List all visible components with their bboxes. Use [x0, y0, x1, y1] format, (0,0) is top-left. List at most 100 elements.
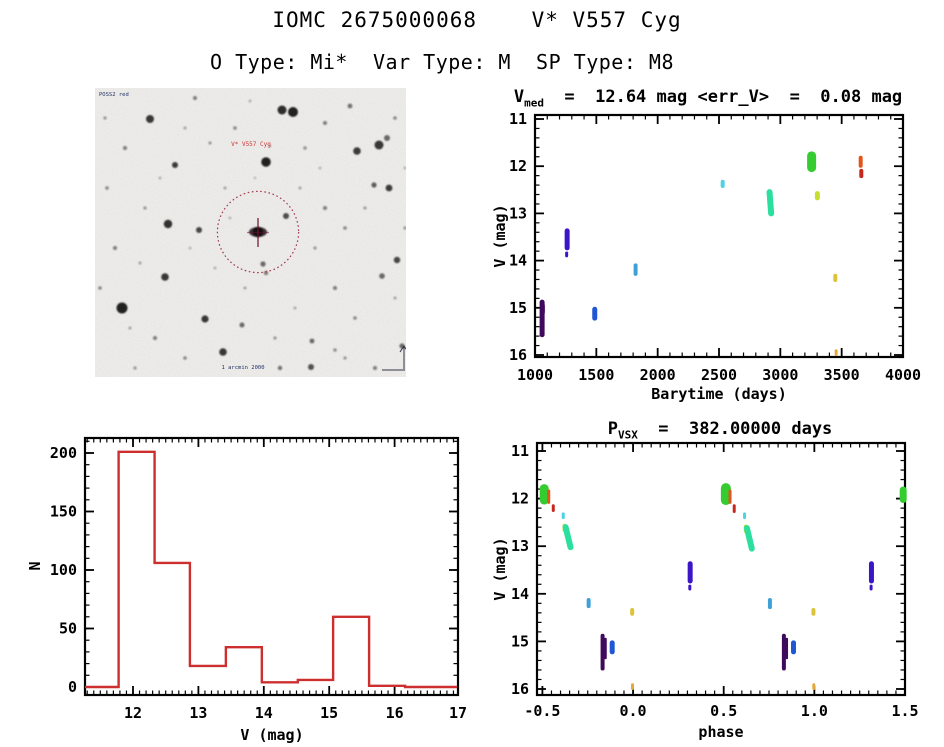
- tick-label: 17: [449, 704, 467, 722]
- star: [384, 135, 390, 141]
- tick-label: 1.0: [801, 702, 828, 720]
- star: [298, 186, 302, 190]
- star: [128, 326, 132, 330]
- star: [261, 157, 271, 167]
- star: [133, 366, 137, 370]
- star: [333, 286, 337, 290]
- axis-ticks: [534, 115, 904, 357]
- tick-label: 4000: [885, 366, 921, 384]
- compass-icon: [382, 345, 406, 371]
- star: [283, 213, 289, 219]
- star: [263, 270, 269, 276]
- tick-label: 12: [509, 157, 527, 175]
- star: [183, 356, 187, 360]
- tick-label: 16: [511, 680, 529, 698]
- tick-label: 16: [509, 346, 527, 364]
- star: [309, 338, 315, 344]
- tick-label: 3000: [762, 366, 798, 384]
- star: [353, 316, 357, 320]
- tick-label: 15: [511, 632, 529, 650]
- star: [385, 184, 393, 192]
- star: [228, 216, 232, 220]
- star: [113, 246, 117, 250]
- star: [183, 126, 187, 130]
- tick-label: 15: [320, 704, 338, 722]
- star: [347, 103, 353, 109]
- tick-label: 0.5: [710, 702, 737, 720]
- tick-label: 11: [511, 442, 529, 460]
- star: [103, 116, 107, 120]
- survey-label: POSS2 red: [99, 92, 129, 98]
- star: [253, 176, 257, 180]
- star-field: [98, 96, 406, 371]
- star: [393, 116, 397, 120]
- tick-label: 12: [124, 704, 142, 722]
- star: [208, 141, 212, 145]
- star: [277, 365, 283, 371]
- tick-label: 3500: [824, 366, 860, 384]
- phase-plot-title: PVSX = 382.00000 days: [607, 419, 833, 442]
- star: [138, 261, 142, 265]
- x-axis-label: phase: [698, 723, 743, 741]
- tick-label: 1.5: [891, 702, 918, 720]
- star: [323, 206, 327, 210]
- tick-label: 16: [386, 704, 404, 722]
- tick-label: 11: [509, 110, 527, 128]
- data-point: [766, 189, 775, 217]
- plot-frame: [535, 441, 907, 697]
- star: [393, 296, 397, 300]
- star: [105, 186, 109, 190]
- star: [379, 273, 385, 279]
- star: [273, 336, 277, 340]
- star: [333, 348, 337, 352]
- star: [293, 306, 297, 310]
- data-point: [743, 525, 755, 552]
- star: [403, 166, 406, 170]
- histogram-outline: [85, 450, 457, 689]
- star: [318, 166, 322, 170]
- barytime-lightcurve-plot: 1000 1500 2000 2500 3000 3500 4000 11 12 13 14 15 16…: [491, 110, 921, 403]
- finder-target-label: V* V557 Cyg: [231, 141, 271, 148]
- axis-ticks: [85, 438, 459, 695]
- finder-bottom-label: 1 arcmin 2000: [221, 365, 264, 371]
- star: [277, 105, 287, 115]
- star: [193, 96, 197, 100]
- star: [158, 176, 162, 180]
- star: [161, 273, 169, 281]
- star: [373, 366, 377, 370]
- tick-label: 1000: [517, 366, 553, 384]
- star: [172, 162, 178, 168]
- data-point: [562, 524, 574, 551]
- tick-label: 100: [50, 561, 77, 579]
- tick-label: 2500: [701, 366, 737, 384]
- tick-label: 13: [509, 204, 527, 222]
- tick-label: 50: [59, 620, 77, 638]
- star: [233, 126, 237, 130]
- data-points: [539, 483, 907, 691]
- page-subtitle: O Type: Mi* Var Type: M SP Type: M8: [209, 50, 675, 74]
- star: [98, 286, 102, 290]
- vmed-plot-title: Vmed = 12.64 mag <err_V> = 0.08 mag: [513, 87, 903, 110]
- star: [219, 348, 227, 356]
- star: [213, 266, 217, 270]
- tick-label: 0: [68, 678, 77, 696]
- star: [288, 107, 298, 117]
- finder-chart: POSS2 red V* V557 Cyg 1 arcmin 2000: [95, 88, 406, 377]
- star: [393, 256, 401, 264]
- star: [223, 186, 227, 190]
- tick-label: 2000: [640, 366, 676, 384]
- star: [153, 336, 157, 340]
- star: [248, 99, 252, 103]
- star: [353, 147, 361, 155]
- target-cross-marker: [247, 218, 269, 247]
- data-points: [539, 151, 864, 357]
- star: [374, 140, 384, 150]
- x-axis-label: Barytime (days): [651, 385, 786, 403]
- tick-label: 14: [509, 252, 527, 270]
- tick-label: 150: [50, 503, 77, 521]
- tick-label: 12: [511, 490, 529, 508]
- star: [146, 115, 154, 123]
- star: [188, 246, 192, 250]
- target-circle: [216, 190, 300, 274]
